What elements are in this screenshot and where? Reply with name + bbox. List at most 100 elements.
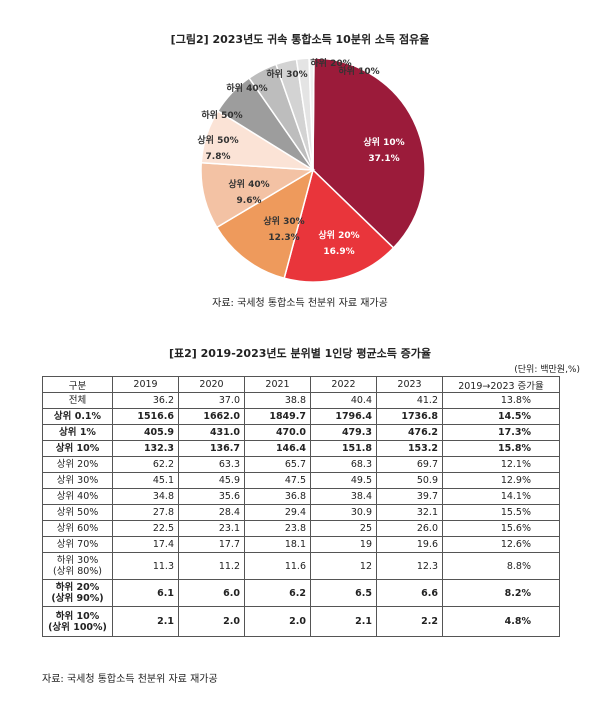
value-cell: 27.8 [112,504,179,521]
value-cell: 136.7 [178,440,245,457]
value-cell: 153.2 [376,440,443,457]
slice-pct-label: 16.9% [323,247,354,257]
table-row: 상위 70% 17.4 17.7 18.1 19 19.6 12.6% [42,536,560,553]
growth-cell: 15.8% [442,440,560,457]
value-cell: 2.0 [178,606,245,637]
value-cell: 68.3 [310,456,377,473]
growth-cell: 15.5% [442,504,560,521]
slice-label: 하위 50% [201,109,242,121]
value-cell: 431.0 [178,424,245,441]
table-row: 상위 50% 27.8 28.4 29.4 30.9 32.1 15.5% [42,504,560,521]
slice-pct-label: 9.6% [237,196,262,206]
header-2021: 2021 [244,376,311,393]
value-cell: 29.4 [244,504,311,521]
pie-slice [215,168,315,280]
growth-cell: 12.1% [442,456,560,473]
growth-cell: 14.5% [442,408,560,425]
table-row: 전체 36.2 37.0 38.8 40.4 41.2 13.8% [42,392,560,409]
header-2023: 2023 [376,376,443,393]
value-cell: 11.2 [178,552,245,580]
value-cell: 2.1 [112,606,179,637]
table-row: 상위 1% 405.9 431.0 470.0 479.3 476.2 17.3% [42,424,560,441]
value-cell: 69.7 [376,456,443,473]
row-label: 상위 30% [42,472,113,489]
table-unit: (단위: 백만원,%) [514,365,580,375]
table-row: 하위 10% (상위 100%) 2.1 2.0 2.0 2.1 2.2 4.8% [42,606,560,637]
value-cell: 12 [310,552,377,580]
growth-cell: 12.9% [442,472,560,489]
header-growth: 2019→2023 증가율 [442,376,560,393]
header-label: 구분 [42,376,113,393]
value-cell: 6.6 [376,579,443,607]
value-cell: 1796.4 [310,408,377,425]
growth-cell: 15.6% [442,520,560,537]
row-label: 상위 40% [42,488,113,505]
pie-slice [308,57,315,171]
slice-label: 상위 30% [263,215,304,227]
header-2019: 2019 [112,376,179,393]
value-cell: 23.1 [178,520,245,537]
table-row: 상위 60% 22.5 23.1 23.8 25 26.0 15.6% [42,520,560,537]
table-row: 하위 20% (상위 90%) 6.1 6.0 6.2 6.5 6.6 8.2% [42,579,560,607]
growth-cell: 14.1% [442,488,560,505]
value-cell: 36.2 [112,392,179,409]
slice-label: 하위 40% [226,82,267,94]
slice-label: 하위 30% [266,68,307,80]
growth-cell: 13.8% [442,392,560,409]
value-cell: 22.5 [112,520,179,537]
slice-label: 상위 20% [318,229,359,241]
value-cell: 6.5 [310,579,377,607]
value-cell: 25 [310,520,377,537]
table-source: 자료: 국세청 통합소득 천분위 자료 재가공 [42,674,218,685]
slice-pct-label: 12.3% [268,233,299,243]
row-label: 상위 60% [42,520,113,537]
value-cell: 1662.0 [178,408,245,425]
figure-source: 자료: 국세청 통합소득 천분위 자료 재가공 [212,298,388,309]
pie-slice [312,57,426,249]
value-cell: 37.0 [178,392,245,409]
value-cell: 26.0 [376,520,443,537]
table-row: 상위 0.1% 1516.6 1662.0 1849.7 1796.4 1736.8 14.… [42,408,560,425]
value-cell: 6.1 [112,579,179,607]
growth-cell: 8.8% [442,552,560,580]
value-cell: 65.7 [244,456,311,473]
row-label: 상위 20% [42,456,113,473]
value-cell: 1516.6 [112,408,179,425]
value-cell: 2.0 [244,606,311,637]
value-cell: 40.4 [310,392,377,409]
value-cell: 41.2 [376,392,443,409]
table-row: 하위 30% (상위 80%) 11.3 11.2 11.6 12 12.3 8.8% [42,552,560,580]
row-label: 하위 20% (상위 90%) [42,579,113,607]
row-label: 상위 0.1% [42,408,113,425]
value-cell: 45.1 [112,472,179,489]
value-cell: 12.3 [376,552,443,580]
value-cell: 18.1 [244,536,311,553]
value-cell: 34.8 [112,488,179,505]
value-cell: 6.0 [178,579,245,607]
table-row: 상위 20% 62.2 63.3 65.7 68.3 69.7 12.1% [42,456,560,473]
slice-label: 하위 10% [338,65,379,77]
slice-label: 상위 40% [228,178,269,190]
value-cell: 19 [310,536,377,553]
value-cell: 405.9 [112,424,179,441]
value-cell: 1736.8 [376,408,443,425]
value-cell: 146.4 [244,440,311,457]
value-cell: 17.7 [178,536,245,553]
value-cell: 39.7 [376,488,443,505]
growth-cell: 17.3% [442,424,560,441]
row-label: 상위 70% [42,536,113,553]
slice-pct-label: 7.8% [206,152,231,162]
value-cell: 23.8 [244,520,311,537]
value-cell: 36.8 [244,488,311,505]
slice-label: 하위 20% [310,57,351,69]
row-label: 하위 10% (상위 100%) [42,606,113,637]
row-label: 전체 [42,392,113,409]
growth-cell: 4.8% [442,606,560,637]
value-cell: 19.6 [376,536,443,553]
value-cell: 1849.7 [244,408,311,425]
value-cell: 28.4 [178,504,245,521]
value-cell: 63.3 [178,456,245,473]
value-cell: 30.9 [310,504,377,521]
value-cell: 45.9 [178,472,245,489]
value-cell: 2.1 [310,606,377,637]
